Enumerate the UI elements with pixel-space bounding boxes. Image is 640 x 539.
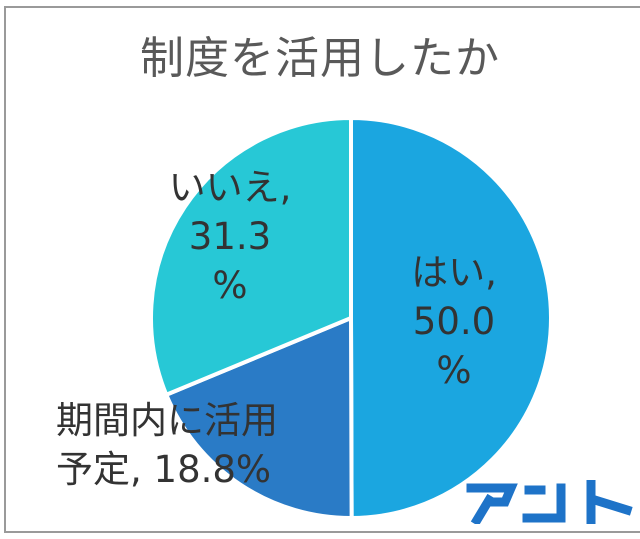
chart-frame [4,6,640,533]
ant-logo [465,480,635,524]
slice-label-no: いいえ, 31.3 % [140,163,320,310]
slice-label-yes-line2: 50.0 [412,300,496,343]
ant-logo-mark [466,480,633,524]
pie-slice-0 [349,116,553,520]
slice-label-no-line3: % [212,264,248,307]
slice-label-yes-line1: はい, [411,251,497,294]
slice-label-yes-line3: % [436,349,472,392]
slice-label-no-line1: いいえ, [168,166,292,209]
chart-title: 制度を活用したか [140,33,500,84]
slice-label-planned-line1: 期間内に活用 [56,399,278,442]
slice-label-planned-line2: 予定, 18.8% [56,448,272,491]
slice-label-no-line2: 31.3 [188,215,272,258]
pie-slice-1 [164,316,354,520]
slice-label-planned: 期間内に活用 予定, 18.8% [56,396,306,494]
pie-slice-2 [149,116,353,397]
slice-label-yes: はい, 50.0 % [384,248,524,395]
